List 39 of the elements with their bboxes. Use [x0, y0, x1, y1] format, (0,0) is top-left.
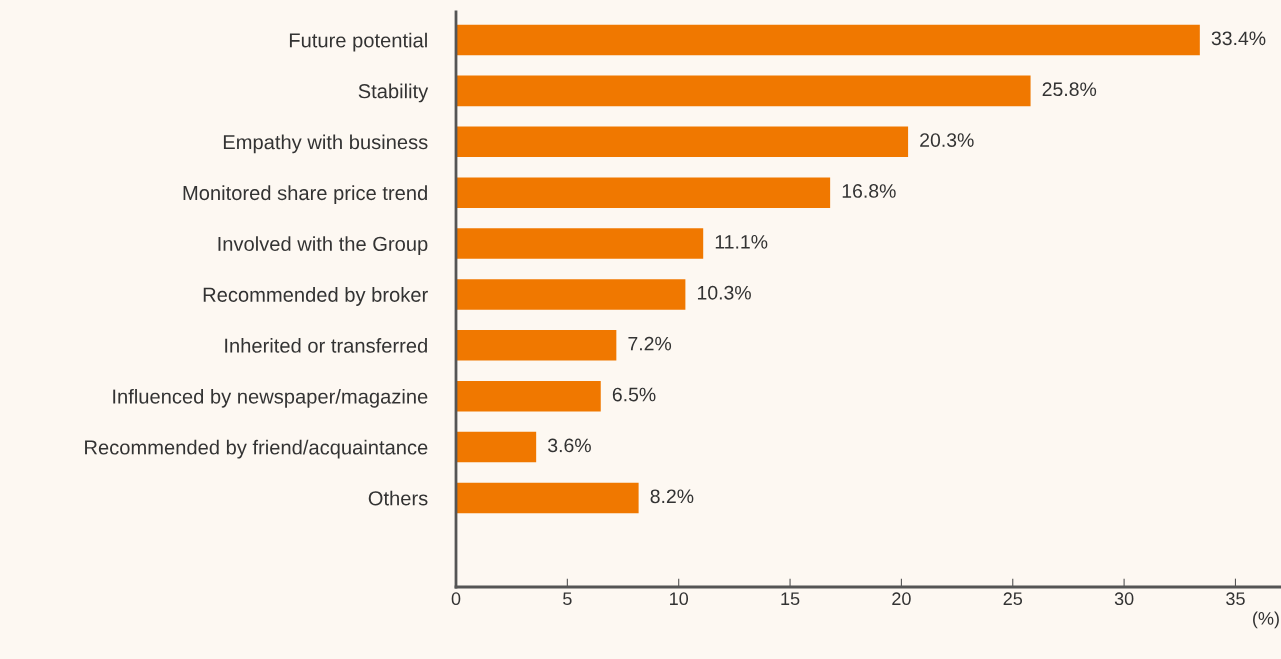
bar — [456, 279, 686, 310]
y-tick-label: Recommended by friend/acquaintance — [85, 439, 428, 459]
y-tick-label: Influenced by newspaper/magazine — [113, 388, 428, 408]
x-tick-label: 35 — [1226, 592, 1245, 606]
x-tick-label: 15 — [781, 592, 800, 606]
bar — [456, 330, 617, 361]
data-label: 10.3% — [697, 285, 751, 300]
y-tick-label: Others — [368, 490, 428, 506]
data-label: 3.6% — [548, 438, 591, 453]
data-label: 16.8% — [842, 184, 896, 198]
bar — [456, 380, 601, 412]
bar — [456, 177, 831, 208]
data-label: 6.5% — [612, 387, 656, 402]
data-label: 25.8% — [1042, 82, 1097, 97]
bar — [456, 75, 1031, 107]
y-tick-label: Empathy with business — [223, 134, 428, 154]
x-tick-label: 20 — [892, 592, 911, 606]
x-tick-label: 0 — [451, 592, 461, 606]
bar — [456, 24, 1200, 56]
bar — [456, 431, 537, 463]
y-tick-label: Monitored share price trend — [183, 185, 427, 205]
data-label: 7.2% — [628, 336, 672, 351]
bar — [456, 126, 909, 158]
data-label: 20.3% — [920, 133, 974, 147]
bar — [456, 228, 704, 259]
bar — [456, 482, 639, 514]
y-tick-label: Recommended by broker — [203, 287, 428, 306]
y-tick-label: Future potential — [289, 32, 427, 52]
x-tick-label: 25 — [1003, 592, 1023, 606]
y-tick-label: Inherited or transferred — [225, 338, 427, 353]
x-tick-label: 10 — [670, 592, 689, 606]
x-tick-label: 5 — [563, 592, 572, 606]
data-label: 8.2% — [650, 489, 694, 504]
data-label: 33.4% — [1211, 31, 1266, 46]
x-axis-title: (%) — [1253, 611, 1279, 629]
x-tick-label: 30 — [1114, 592, 1134, 606]
data-label: 11.1% — [715, 235, 768, 249]
y-tick-label: Stability — [358, 83, 429, 103]
y-tick-label: Involved with the Group — [218, 236, 428, 255]
